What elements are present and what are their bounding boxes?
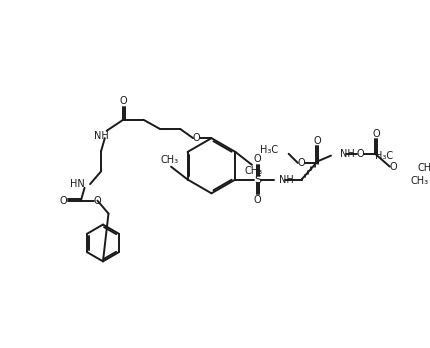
Text: O: O [93,196,101,206]
Text: O: O [372,128,379,139]
Text: O: O [59,196,67,206]
Text: S: S [253,174,261,184]
Text: CH₃: CH₃ [409,176,427,187]
Text: O: O [119,96,127,106]
Text: CH₃: CH₃ [244,166,262,176]
Text: O: O [193,133,200,143]
Text: NH: NH [94,131,108,141]
Text: NH: NH [279,174,294,184]
Text: O: O [297,158,304,168]
Text: H₃C: H₃C [259,145,277,155]
Text: O: O [253,154,261,164]
Text: O: O [356,149,363,159]
Text: CH₃: CH₃ [416,164,430,174]
Text: O: O [313,136,320,146]
Text: H₃C: H₃C [375,151,393,161]
Text: CH₃: CH₃ [160,155,178,165]
Text: HN: HN [70,179,84,189]
Text: O: O [389,161,396,172]
Text: O: O [253,195,261,205]
Text: NH: NH [339,149,354,159]
